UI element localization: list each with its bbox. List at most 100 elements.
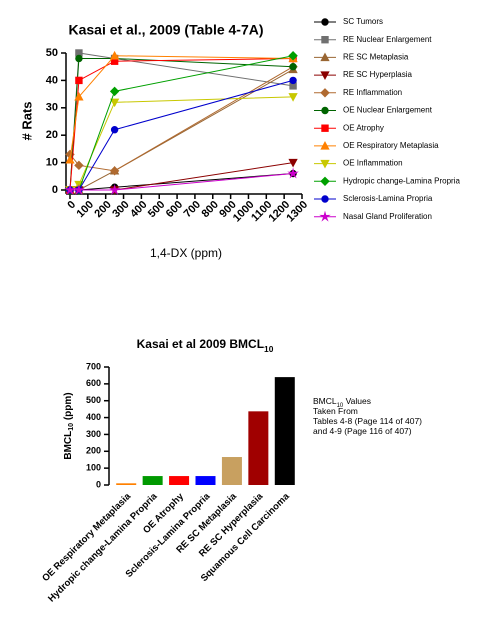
marker: [321, 106, 329, 115]
y-tick-label: 10: [46, 157, 58, 169]
y-axis-label-part: BMCL: [63, 431, 74, 460]
y-tick-label: 20: [46, 129, 58, 141]
x-tick-label: 200: [92, 199, 113, 220]
x-tick-label: 500: [146, 199, 167, 220]
y-tick-label: 50: [46, 47, 58, 59]
bar: [195, 476, 216, 485]
legend-label: RE SC Metaplasia: [343, 53, 409, 62]
series-line: [69, 57, 294, 191]
marker: [108, 183, 121, 195]
marker: [320, 176, 330, 187]
bar: [142, 476, 163, 485]
y-tick-label: 100: [86, 463, 101, 473]
chart-title-part: 10: [264, 344, 274, 354]
y-tick-label: 500: [86, 395, 101, 405]
marker: [73, 183, 85, 195]
marker: [289, 62, 297, 71]
x-tick-label: 700: [182, 199, 203, 220]
x-tick-label: 400: [128, 199, 149, 220]
y-tick-label: 300: [86, 429, 101, 439]
marker: [321, 36, 329, 44]
annotation-part: BMCL: [313, 396, 337, 406]
y-tick-label: 30: [46, 102, 58, 114]
marker: [320, 141, 330, 150]
legend-label: OE Inflammation: [343, 159, 403, 168]
annotation: BMCL10 Values: [313, 396, 371, 408]
bar: [116, 483, 137, 485]
marker: [321, 195, 329, 203]
series-line: [70, 79, 294, 191]
marker: [320, 71, 330, 80]
chart-title: Kasai et al., 2009 (Table 4-7A): [68, 22, 263, 38]
x-tick-label: 600: [164, 199, 185, 220]
marker: [74, 160, 84, 171]
legend-label: RE Nuclear Enlargement: [343, 35, 432, 44]
annotation: Taken From: [313, 406, 358, 416]
marker: [319, 210, 331, 222]
y-tick-label: 0: [52, 184, 58, 196]
series-line: [70, 55, 294, 191]
bar: [248, 411, 269, 485]
y-tick-label: 0: [96, 479, 101, 489]
y-axis-label-part: (ppm): [63, 392, 74, 423]
x-tick-label: 1300: [284, 199, 310, 225]
annotation: and 4-9 (Page 116 of 407): [313, 426, 412, 436]
x-tick-label: Hydropic change-Lamina Propria: [46, 491, 160, 605]
marker: [321, 124, 329, 132]
y-axis-label-part: 10: [68, 423, 75, 431]
x-tick-label: 100: [75, 199, 96, 220]
marker: [288, 158, 298, 168]
series-line: [70, 69, 294, 191]
annotation-part: and 4-9 (Page 116 of 407): [313, 426, 412, 436]
x-tick-label: 800: [199, 199, 220, 220]
series-line: [69, 66, 294, 172]
series-line: [70, 173, 294, 191]
marker: [109, 98, 120, 108]
series-line: [69, 96, 294, 191]
annotation-part: Tables 4-8 (Page 114 of 407): [313, 416, 422, 426]
annotation-part: 10: [337, 403, 344, 409]
marker: [109, 166, 120, 176]
bar: [169, 476, 190, 485]
chart-title: Kasai et al 2009 BMCL10: [137, 337, 274, 354]
marker: [321, 18, 329, 26]
legend-label: SC Tumors: [343, 17, 383, 26]
marker: [75, 76, 83, 85]
y-tick-label: 400: [86, 412, 101, 422]
x-tick-label: 300: [110, 199, 131, 220]
marker: [320, 159, 330, 169]
marker: [109, 50, 120, 60]
y-tick-label: 700: [86, 361, 101, 371]
marker: [287, 167, 299, 179]
annotation-part: Values: [343, 396, 371, 406]
y-tick-label: 600: [86, 378, 101, 388]
legend-label: OE Respiratory Metaplasia: [343, 141, 439, 150]
legend-label: RE SC Hyperplasia: [343, 70, 412, 79]
marker: [320, 52, 330, 62]
marker: [288, 51, 298, 61]
y-axis-label: # Rats: [19, 101, 34, 140]
marker: [64, 183, 76, 195]
series-line: [70, 173, 294, 191]
legend-label: Sclerosis-Lamina Propria: [343, 194, 433, 203]
marker: [289, 76, 297, 85]
legend-label: OE Nuclear Enlargement: [343, 106, 433, 115]
bar: [274, 377, 295, 485]
marker: [288, 93, 298, 102]
y-tick-label: 40: [46, 74, 58, 86]
marker: [65, 155, 75, 164]
legend-label: OE Atrophy: [343, 123, 384, 132]
annotation-part: Taken From: [313, 406, 358, 416]
marker: [320, 88, 330, 98]
legend-label: Hydropic change-Lamina Propria: [343, 176, 461, 185]
bar: [221, 457, 242, 485]
marker: [75, 54, 83, 63]
legend-label: RE Inflammation: [343, 88, 402, 97]
marker: [110, 126, 119, 134]
legend-label: Nasal Gland Proliferation: [343, 212, 432, 221]
marker: [74, 91, 84, 101]
y-tick-label: 200: [86, 446, 101, 456]
chart-title-part: Kasai et al 2009 BMCL: [137, 337, 264, 351]
series-line: [69, 57, 294, 191]
